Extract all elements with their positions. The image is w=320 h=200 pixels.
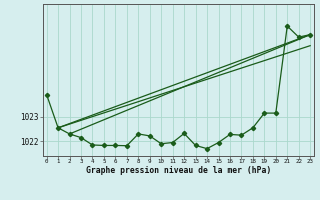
X-axis label: Graphe pression niveau de la mer (hPa): Graphe pression niveau de la mer (hPa) [86, 166, 271, 175]
